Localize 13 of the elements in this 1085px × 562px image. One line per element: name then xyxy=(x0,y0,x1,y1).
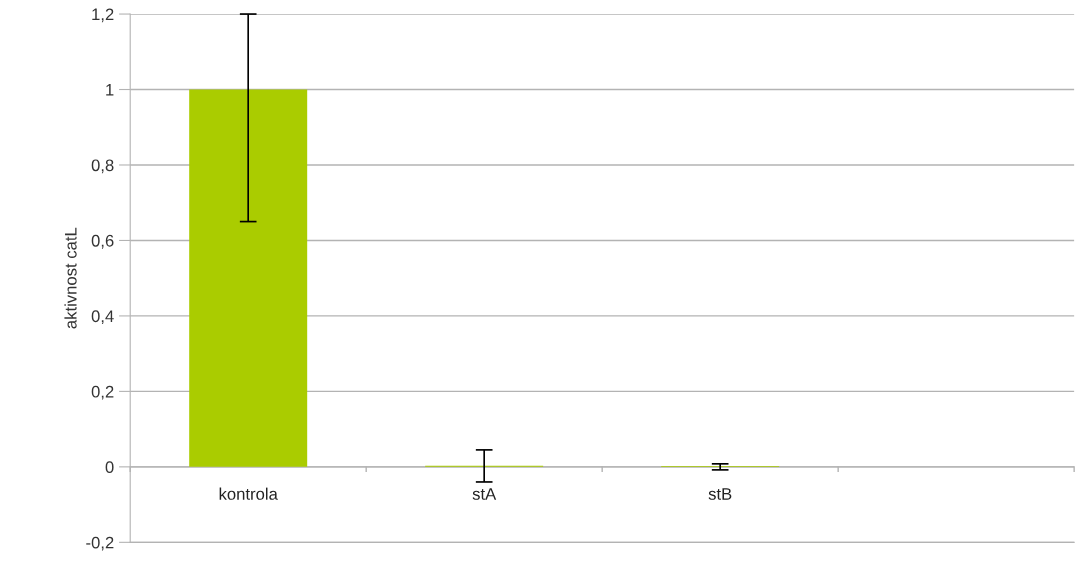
y-tick-label: 1,2 xyxy=(92,8,114,23)
y-tick-label: 0 xyxy=(105,461,114,474)
x-tick-label: kontrola xyxy=(219,487,278,500)
y-tick-label: 0,6 xyxy=(91,234,114,249)
y-tick-label: 0,4 xyxy=(91,310,114,325)
bar xyxy=(189,89,308,467)
y-tick-label: 0,8 xyxy=(91,159,114,174)
y-tick-label: 1 xyxy=(106,84,114,96)
y-axis-title: aktivnost catL xyxy=(64,227,77,329)
x-tick-label: stA xyxy=(472,488,497,500)
x-tick-label: stB xyxy=(708,488,732,500)
y-tick-label: -0,2 xyxy=(86,536,114,551)
y-tick-label: 0,2 xyxy=(91,385,114,400)
